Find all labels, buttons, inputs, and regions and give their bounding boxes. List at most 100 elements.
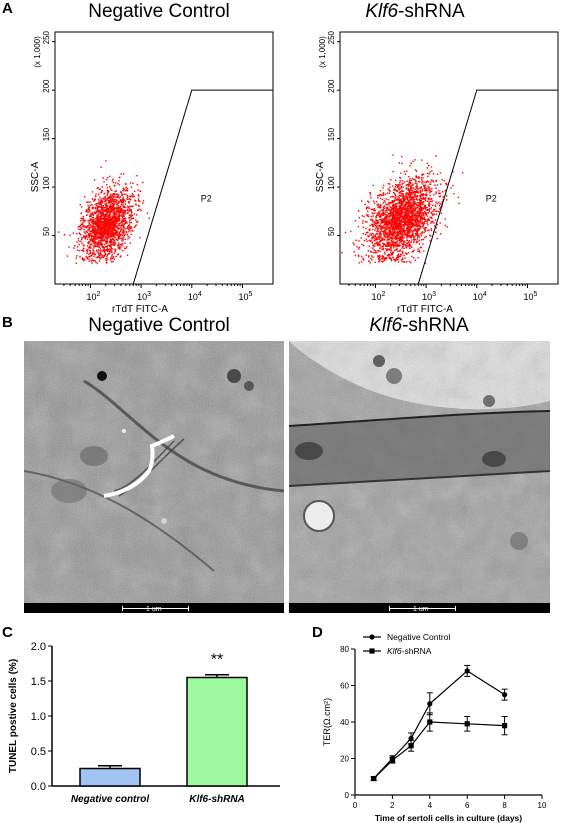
event-point bbox=[405, 217, 407, 219]
event-point bbox=[412, 190, 414, 192]
event-point bbox=[419, 216, 422, 219]
event-point bbox=[380, 220, 383, 223]
event-point bbox=[118, 207, 120, 209]
event-point bbox=[380, 230, 382, 232]
event-point bbox=[394, 227, 396, 229]
event-point bbox=[106, 210, 108, 212]
event-point bbox=[439, 183, 442, 185]
event-point bbox=[430, 207, 433, 209]
event-point bbox=[409, 218, 411, 220]
event-point bbox=[421, 217, 424, 219]
y-tick-label: 50 bbox=[42, 227, 51, 236]
event-point bbox=[78, 249, 80, 252]
x-tick-label: 105 bbox=[524, 291, 538, 302]
event-point bbox=[367, 214, 369, 216]
event-point bbox=[106, 247, 109, 249]
event-point bbox=[123, 199, 126, 202]
event-point bbox=[397, 208, 399, 210]
event-point bbox=[423, 206, 425, 208]
event-point bbox=[427, 197, 429, 200]
event-point bbox=[393, 228, 396, 231]
event-point bbox=[395, 183, 397, 186]
event-point bbox=[88, 228, 91, 230]
event-point bbox=[408, 240, 411, 242]
event-point bbox=[433, 213, 436, 215]
event-point bbox=[424, 198, 426, 201]
event-point bbox=[88, 222, 90, 224]
event-point bbox=[413, 191, 415, 194]
event-point bbox=[427, 186, 429, 189]
event-point bbox=[116, 218, 118, 220]
event-point bbox=[413, 196, 415, 198]
event-point bbox=[411, 217, 413, 219]
event-point bbox=[88, 236, 90, 238]
event-point bbox=[96, 226, 99, 229]
event-point bbox=[410, 218, 412, 221]
event-point bbox=[439, 172, 442, 174]
event-point bbox=[396, 221, 399, 223]
event-point bbox=[111, 202, 113, 204]
event-point bbox=[126, 195, 129, 197]
y-axis-label: TUNEL postive cells (%) bbox=[8, 659, 19, 773]
event-point bbox=[391, 201, 394, 204]
event-point bbox=[392, 154, 394, 156]
event-point bbox=[372, 235, 374, 238]
event-point bbox=[395, 203, 397, 205]
event-point bbox=[395, 189, 398, 192]
event-point bbox=[98, 253, 100, 255]
event-point bbox=[107, 244, 110, 246]
event-point bbox=[126, 254, 129, 256]
event-point bbox=[78, 228, 80, 230]
event-point bbox=[344, 231, 347, 234]
event-point bbox=[132, 217, 135, 219]
event-point bbox=[111, 234, 113, 237]
event-point bbox=[401, 224, 403, 226]
event-point bbox=[105, 226, 107, 228]
y-tick-label: 250 bbox=[327, 30, 336, 44]
event-point bbox=[392, 218, 394, 221]
event-point bbox=[358, 246, 360, 249]
event-point bbox=[399, 229, 401, 232]
event-point bbox=[405, 242, 408, 244]
event-point bbox=[397, 232, 399, 234]
event-point bbox=[80, 212, 82, 215]
event-point bbox=[457, 196, 460, 199]
event-point bbox=[81, 258, 84, 261]
event-point bbox=[100, 254, 102, 256]
event-point bbox=[105, 198, 107, 200]
event-point bbox=[112, 224, 114, 227]
event-point bbox=[375, 219, 377, 221]
event-point bbox=[399, 211, 401, 213]
event-point bbox=[411, 187, 413, 189]
event-point bbox=[125, 221, 127, 223]
event-point bbox=[111, 200, 114, 202]
event-point bbox=[393, 206, 395, 208]
event-point bbox=[401, 213, 403, 215]
event-point bbox=[385, 217, 388, 219]
event-point bbox=[99, 203, 102, 205]
event-point bbox=[415, 170, 418, 172]
event-point bbox=[407, 233, 409, 235]
event-point bbox=[138, 195, 140, 197]
event-point bbox=[386, 223, 389, 226]
event-point bbox=[378, 257, 381, 259]
event-point bbox=[106, 194, 108, 197]
event-point bbox=[402, 190, 404, 192]
gate-p2-label: P2 bbox=[486, 194, 497, 204]
event-point bbox=[92, 221, 94, 223]
event-point bbox=[91, 241, 94, 243]
event-point bbox=[86, 201, 88, 203]
event-point bbox=[421, 214, 423, 216]
event-point bbox=[405, 216, 407, 218]
event-point bbox=[93, 237, 95, 239]
event-point bbox=[409, 210, 411, 212]
event-point bbox=[384, 213, 387, 216]
event-point bbox=[115, 198, 117, 200]
event-point bbox=[410, 211, 413, 214]
event-point bbox=[97, 242, 99, 244]
event-point bbox=[444, 224, 447, 227]
event-point bbox=[422, 225, 425, 227]
event-point bbox=[392, 210, 394, 213]
event-point bbox=[96, 205, 99, 207]
